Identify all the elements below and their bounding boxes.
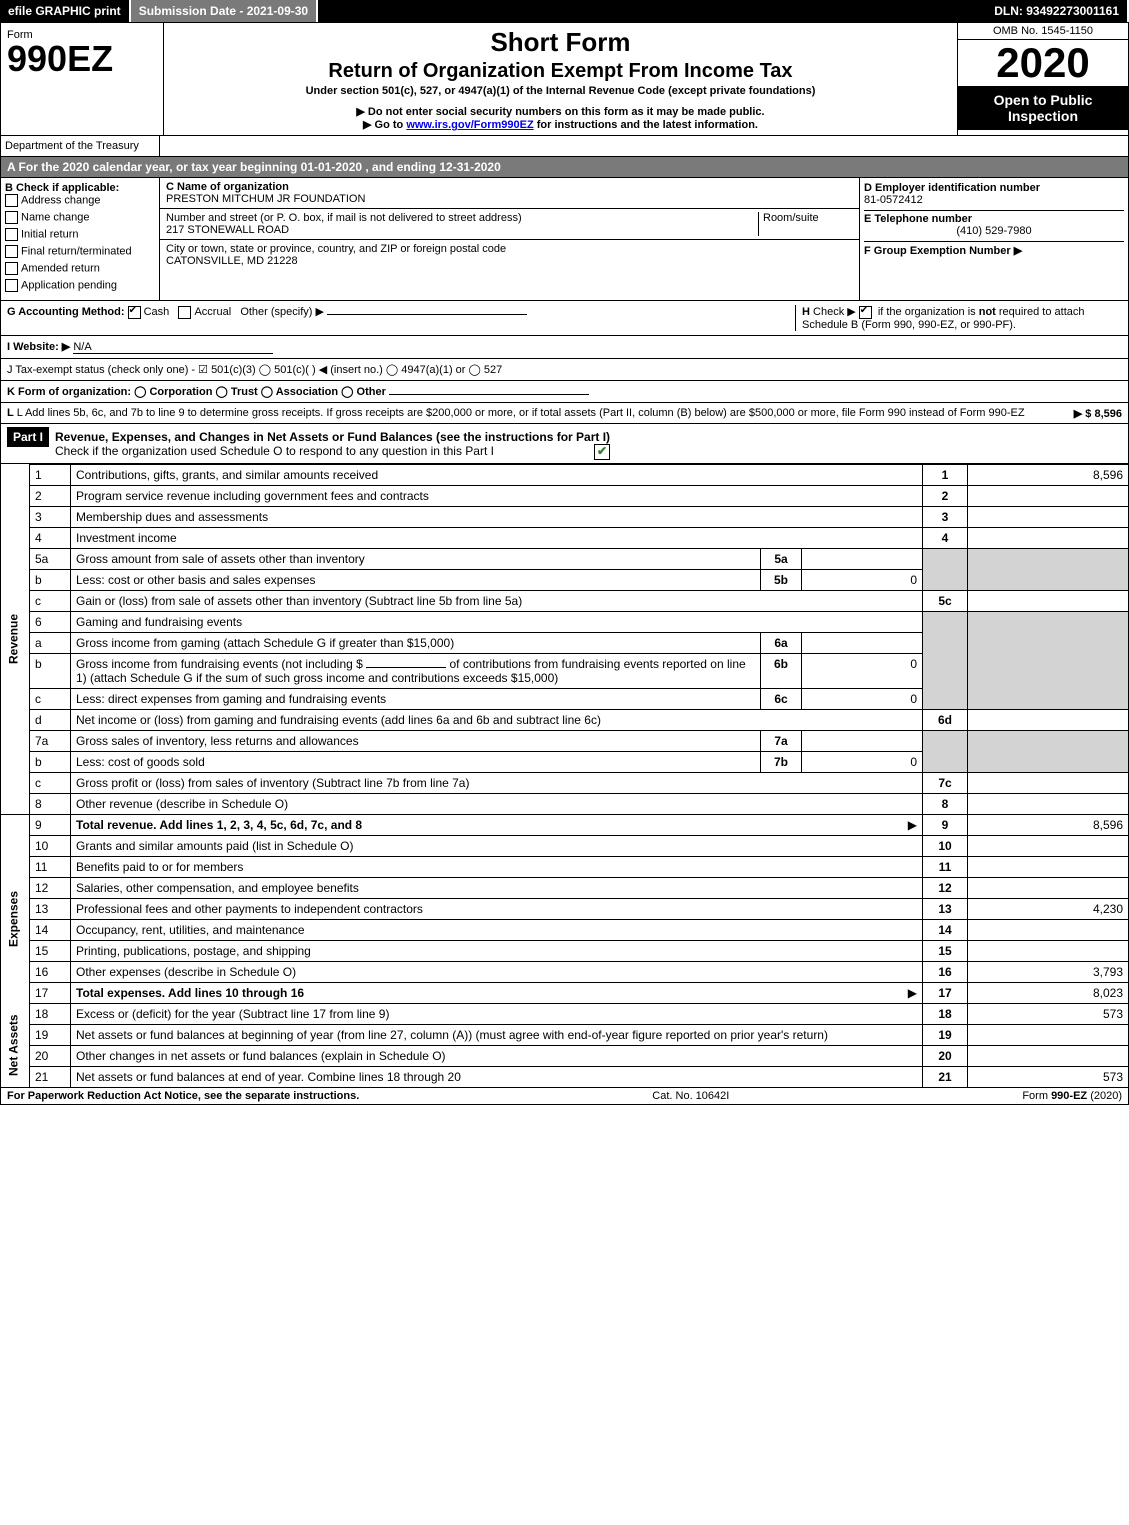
info-block: B Check if applicable: Address change Na…	[0, 178, 1129, 301]
form-number: 990EZ	[7, 41, 157, 77]
row-i: I Website: ▶ N/A	[0, 336, 1129, 359]
section-h: H Check ▶ if the organization is not req…	[795, 305, 1122, 331]
val-6c: 0	[802, 688, 923, 709]
amt-16: 3,793	[968, 961, 1129, 982]
amt-21: 573	[968, 1066, 1129, 1087]
efile-top-bar: efile GRAPHIC print Submission Date - 20…	[0, 0, 1129, 22]
section-def: D Employer identification number 81-0572…	[860, 178, 1128, 300]
amt-5c	[968, 590, 1129, 611]
section-g: G Accounting Method: Cash Accrual Other …	[7, 305, 527, 319]
f-label: F Group Exemption Number ▶	[864, 245, 1022, 257]
val-6a	[802, 632, 923, 653]
amt-17: 8,023	[968, 982, 1129, 1003]
part1-table: Revenue 1 Contributions, gifts, grants, …	[0, 464, 1129, 1088]
main-title: Return of Organization Exempt From Incom…	[172, 60, 949, 83]
part1-checkbox[interactable]: ✔	[594, 444, 610, 460]
val-5a	[802, 548, 923, 569]
section-c: C Name of organization PRESTON MITCHUM J…	[160, 178, 860, 300]
top-bar-spacer	[318, 0, 986, 22]
part1-badge: Part I	[7, 427, 49, 447]
netassets-label: Net Assets	[1, 1003, 30, 1087]
dept-treasury: Department of the Treasury	[1, 136, 160, 156]
dln-label: DLN: 93492273001161	[986, 0, 1129, 22]
revenue-label: Revenue	[1, 464, 30, 814]
subtitle: Under section 501(c), 527, or 4947(a)(1)…	[172, 85, 949, 97]
val-6b: 0	[802, 653, 923, 688]
tax-year-row: A For the 2020 calendar year, or tax yea…	[0, 157, 1129, 178]
amt-18: 573	[968, 1003, 1129, 1024]
ssn-warning: ▶ Do not enter social security numbers o…	[172, 105, 949, 118]
amt-8	[968, 793, 1129, 814]
section-b-heading: B Check if applicable:	[5, 182, 155, 194]
street-value: 217 STONEWALL ROAD	[166, 224, 758, 236]
chk-application-pending[interactable]: Application pending	[5, 279, 155, 292]
efile-label: efile GRAPHIC print	[0, 0, 131, 22]
c-label: C Name of organization	[166, 181, 853, 193]
amt-7c	[968, 772, 1129, 793]
row-gh: G Accounting Method: Cash Accrual Other …	[0, 301, 1129, 336]
amt-6d	[968, 709, 1129, 730]
footer-center: Cat. No. 10642I	[652, 1090, 729, 1102]
instructions-link[interactable]: www.irs.gov/Form990EZ	[406, 119, 533, 131]
row-l: L L Add lines 5b, 6c, and 7b to line 9 t…	[0, 403, 1129, 424]
amt-15	[968, 940, 1129, 961]
room-suite-label: Room/suite	[758, 212, 853, 236]
tax-year: 2020	[958, 40, 1128, 86]
e-label: E Telephone number	[864, 213, 972, 225]
val-5b: 0	[802, 569, 923, 590]
chk-address-change[interactable]: Address change	[5, 194, 155, 207]
city-label: City or town, state or province, country…	[166, 243, 853, 255]
omb-number: OMB No. 1545-1150	[958, 23, 1128, 40]
amt-1: 8,596	[968, 464, 1129, 485]
part1-header-row: Part I Revenue, Expenses, and Changes in…	[0, 424, 1129, 464]
amt-13: 4,230	[968, 898, 1129, 919]
chk-name-change[interactable]: Name change	[5, 211, 155, 224]
amt-10	[968, 835, 1129, 856]
chk-cash[interactable]	[128, 306, 141, 319]
row-j: J Tax-exempt status (check only one) - ☑…	[0, 359, 1129, 381]
row-k: K Form of organization: ◯ Corporation ◯ …	[0, 381, 1129, 403]
footer-right: Form 990-EZ (2020)	[1022, 1090, 1122, 1102]
amt-14	[968, 919, 1129, 940]
chk-accrual[interactable]	[178, 306, 191, 319]
d-label: D Employer identification number	[864, 182, 1124, 194]
ein-value: 81-0572412	[864, 194, 1124, 206]
street-label: Number and street (or P. O. box, if mail…	[166, 212, 758, 224]
footer-left: For Paperwork Reduction Act Notice, see …	[7, 1090, 359, 1102]
amt-11	[968, 856, 1129, 877]
section-b: B Check if applicable: Address change Na…	[1, 178, 160, 300]
l-amount: ▶ $ 8,596	[1074, 407, 1122, 420]
amt-20	[968, 1045, 1129, 1066]
amt-9: 8,596	[968, 814, 1129, 835]
open-to-public: Open to Public Inspection	[958, 86, 1128, 130]
form-header: Form 990EZ Short Form Return of Organiza…	[0, 22, 1129, 136]
amt-12	[968, 877, 1129, 898]
city-value: CATONSVILLE, MD 21228	[166, 255, 853, 267]
chk-h[interactable]	[859, 306, 872, 319]
instructions-line: ▶ Go to www.irs.gov/Form990EZ for instru…	[172, 118, 949, 131]
amt-2	[968, 485, 1129, 506]
sub-header: Department of the Treasury	[0, 136, 1129, 157]
org-name: PRESTON MITCHUM JR FOUNDATION	[166, 193, 853, 205]
amt-4	[968, 527, 1129, 548]
chk-final-return[interactable]: Final return/terminated	[5, 245, 155, 258]
expenses-label: Expenses	[1, 835, 30, 1003]
amt-19	[968, 1024, 1129, 1045]
part1-title: Revenue, Expenses, and Changes in Net As…	[55, 430, 610, 444]
website-value: N/A	[73, 341, 273, 354]
part1-check-note: Check if the organization used Schedule …	[55, 444, 494, 458]
chk-initial-return[interactable]: Initial return	[5, 228, 155, 241]
val-7a	[802, 730, 923, 751]
submission-date: Submission Date - 2021-09-30	[131, 0, 318, 22]
short-form-title: Short Form	[172, 27, 949, 58]
chk-amended-return[interactable]: Amended return	[5, 262, 155, 275]
page-footer: For Paperwork Reduction Act Notice, see …	[0, 1088, 1129, 1105]
phone-value: (410) 529-7980	[864, 225, 1124, 237]
val-7b: 0	[802, 751, 923, 772]
amt-3	[968, 506, 1129, 527]
